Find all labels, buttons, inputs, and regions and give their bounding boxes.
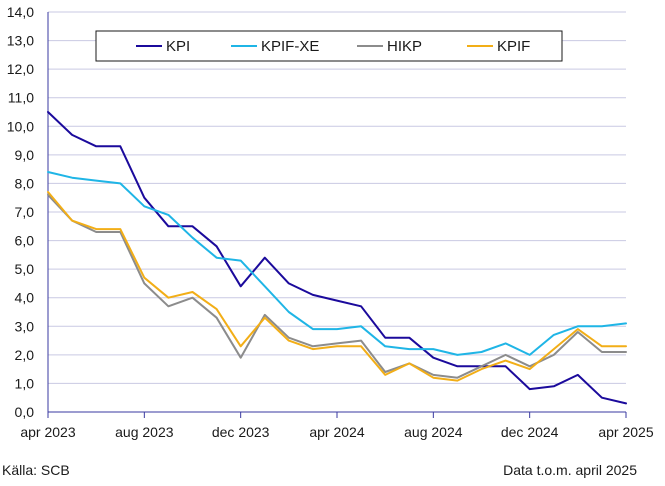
x-tick-label: apr 2024 — [309, 424, 364, 440]
y-tick-label: 4,0 — [15, 290, 35, 306]
y-tick-label: 8,0 — [15, 175, 35, 191]
series-line-hikp — [47, 193, 627, 379]
x-tick-label: aug 2024 — [404, 424, 463, 440]
y-tick-label: 3,0 — [15, 318, 35, 334]
x-tick-label: aug 2023 — [115, 424, 174, 440]
x-axis-tick-labels: apr 2023 aug 2023 dec 2023 apr 2024 aug 2024… — [20, 424, 653, 440]
y-tick-label: 1,0 — [15, 375, 35, 391]
legend-label-kpi: KPI — [166, 38, 190, 55]
x-tick-label: apr 2025 — [598, 424, 653, 440]
legend-label-kpif-xe: KPIF-XE — [261, 38, 319, 55]
y-tick-label: 5,0 — [15, 261, 35, 277]
y-axis-tick-labels: 0,0 1,0 2,0 3,0 4,0 5,0 6,0 7,0 8,0 9,0 10,0 11,0 12… — [7, 4, 34, 420]
y-tick-label: 2,0 — [15, 347, 35, 363]
y-tick-label: 10,0 — [7, 118, 34, 134]
y-tick-label: 6,0 — [15, 233, 35, 249]
series-line-kpif-xe — [47, 171, 627, 356]
y-tick-label: 9,0 — [15, 147, 35, 163]
data-range-note: Data t.o.m. april 2025 — [503, 462, 637, 478]
legend-label-kpif: KPIF — [497, 38, 530, 55]
x-tick-label: dec 2023 — [212, 424, 270, 440]
axes — [47, 12, 627, 418]
x-tick-label: apr 2023 — [20, 424, 75, 440]
series-lines — [47, 111, 627, 405]
series-line-kpif — [47, 191, 627, 382]
series-line-kpi — [47, 111, 627, 405]
legend: KPI KPIF-XE HIKP KPIF — [95, 30, 563, 62]
y-tick-label: 7,0 — [15, 204, 35, 220]
y-tick-label: 0,0 — [15, 404, 35, 420]
y-tick-label: 13,0 — [7, 33, 34, 49]
y-tick-label: 14,0 — [7, 4, 34, 20]
x-tick-label: dec 2024 — [501, 424, 559, 440]
y-tick-label: 12,0 — [7, 61, 34, 77]
legend-label-hikp: HIKP — [387, 38, 422, 55]
source-note: Källa: SCB — [2, 462, 70, 478]
y-tick-label: 11,0 — [8, 90, 34, 106]
